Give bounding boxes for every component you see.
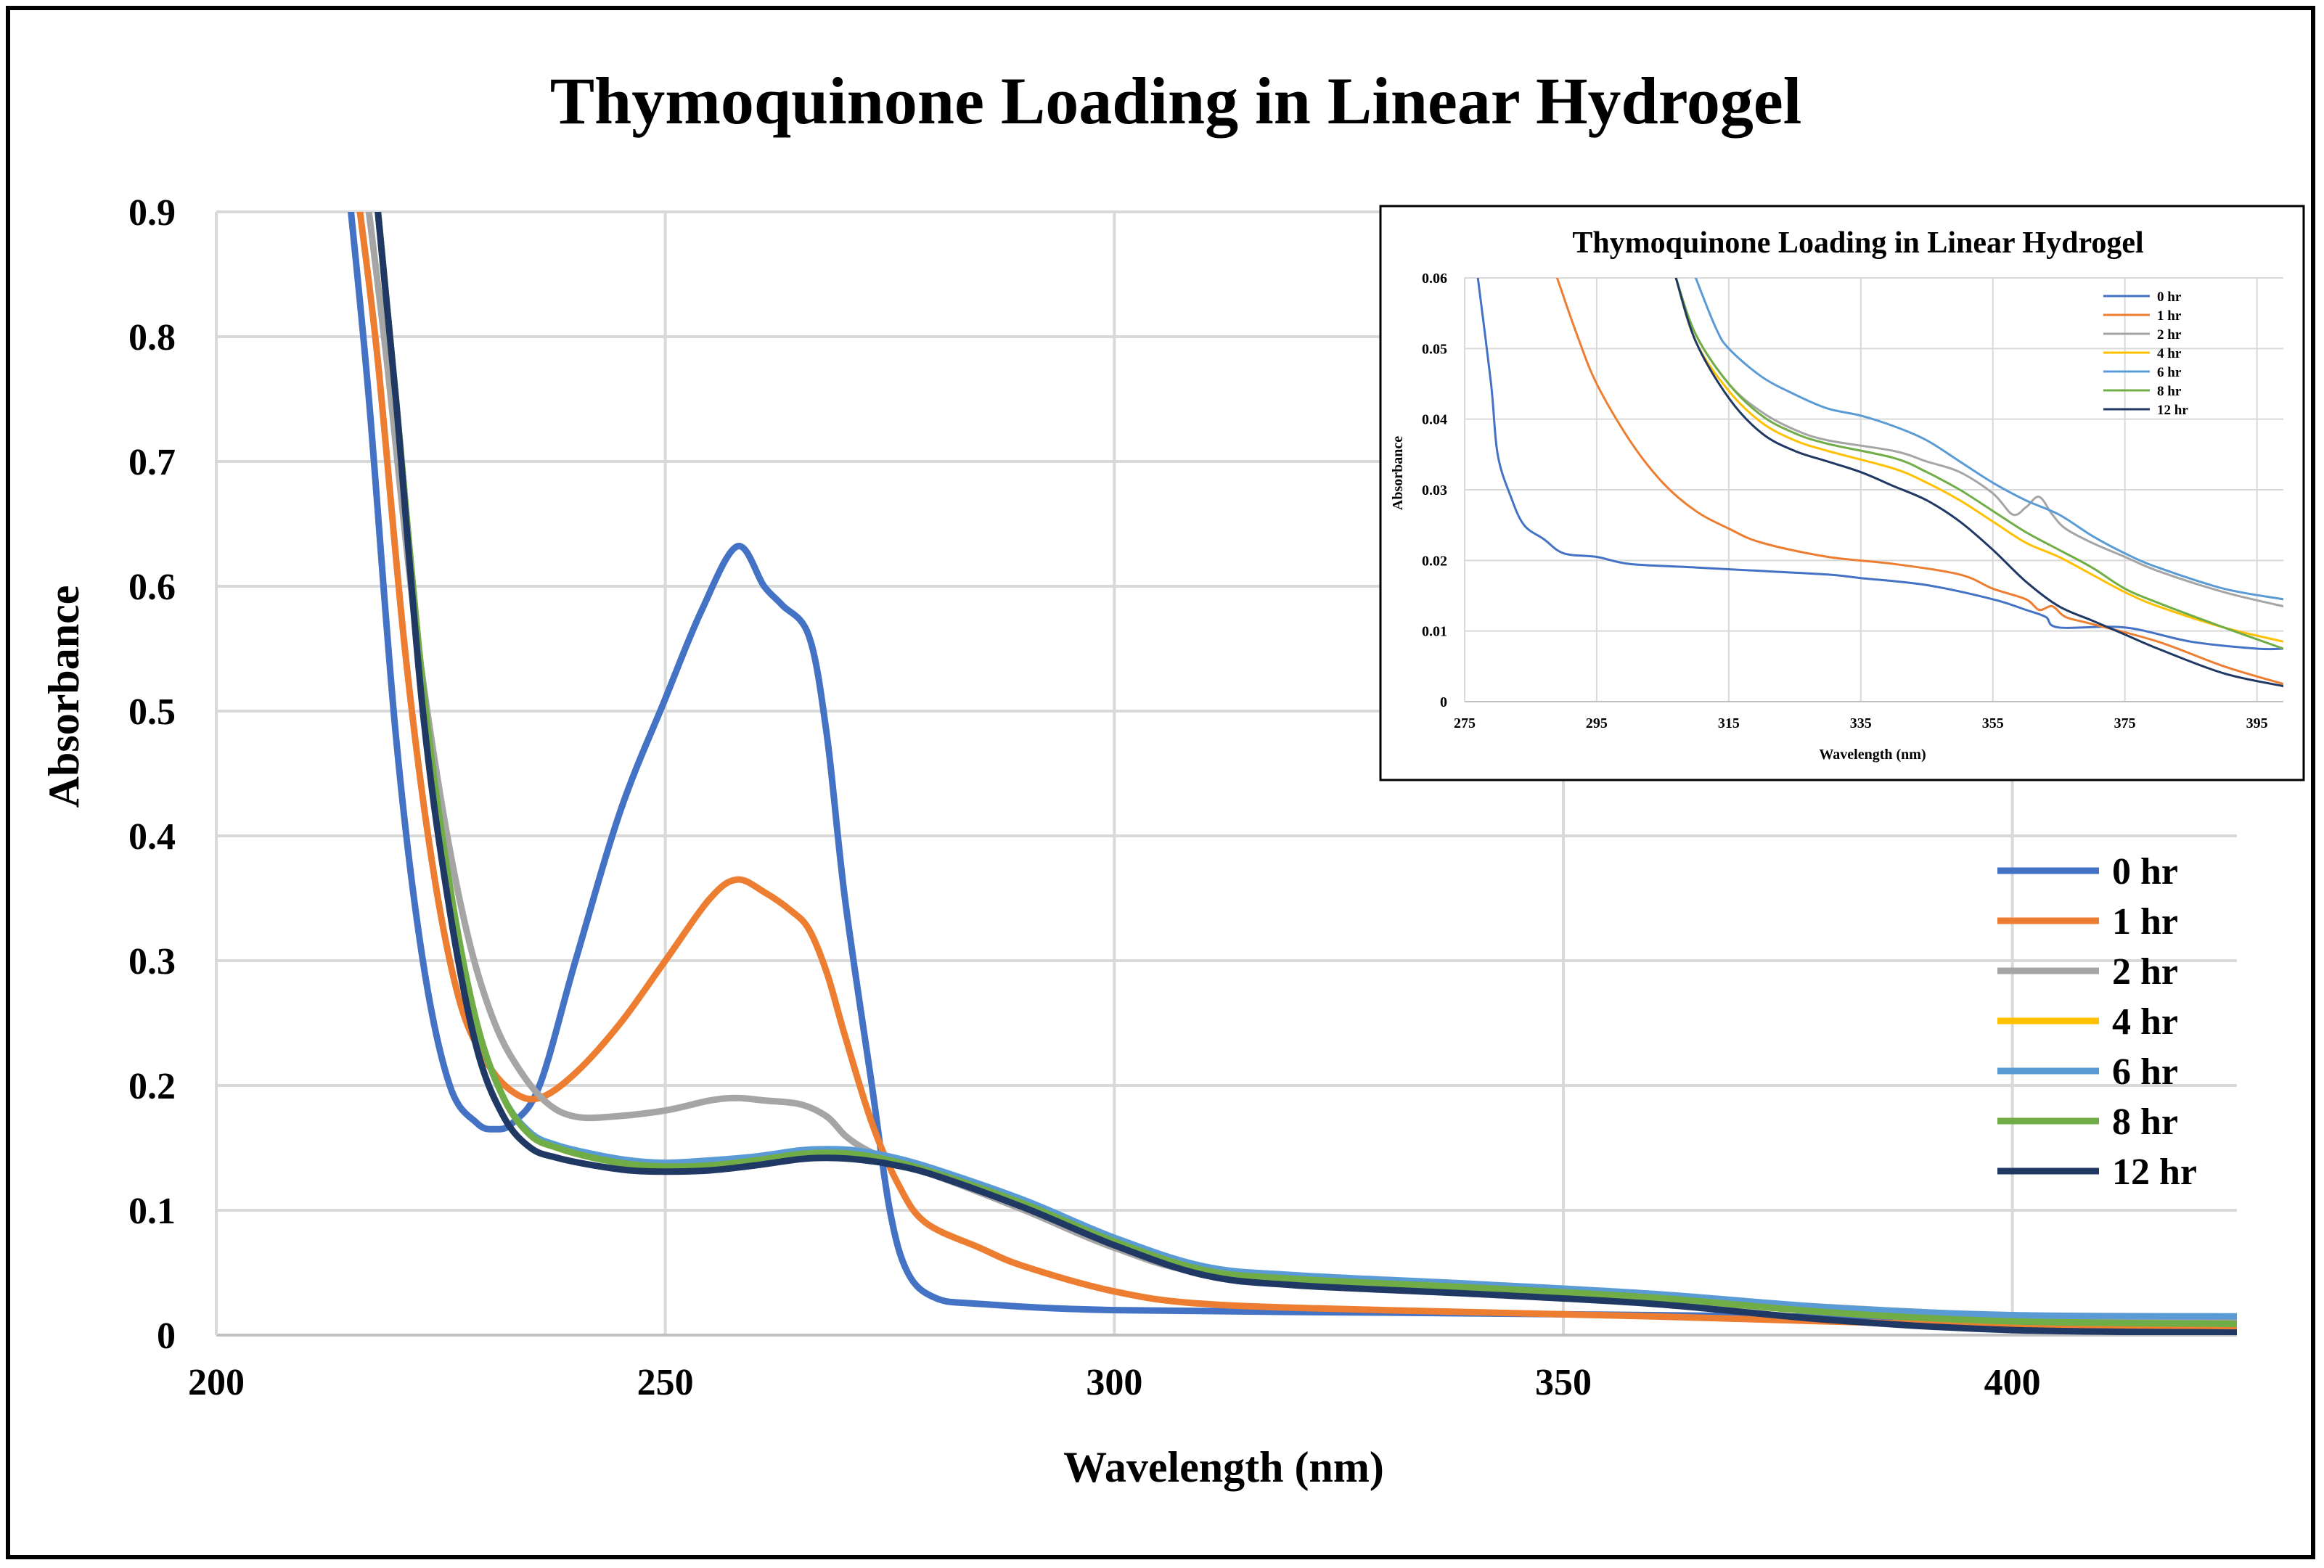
inset-x-tick-label: 295 (1586, 715, 1608, 731)
y-tick-label: 0.3 (128, 941, 176, 982)
inset-y-axis-title: Absorbance (1390, 436, 1406, 510)
legend-label: 1 hr (2112, 901, 2178, 943)
series-group (348, 212, 2237, 1335)
inset-series-line-1-hr (1555, 278, 2283, 686)
inset-legend-label: 12 hr (2157, 403, 2188, 418)
series-line-1-hr (356, 212, 2237, 1331)
inset-legend-label: 0 hr (2157, 290, 2182, 305)
inset-frame (1379, 205, 2305, 781)
inset-series-group (1476, 278, 2283, 688)
main-x-ticks: 200 250 300 350 400 (188, 1362, 2041, 1403)
main-plot-area (348, 212, 2237, 1335)
series-line-0-hr (348, 212, 2237, 1323)
inset-chart: Thymoquinone Loading in Linear Hydrogel … (1379, 205, 2305, 781)
inset-x-tick-label: 375 (2114, 715, 2136, 731)
inset-legend-label: 1 hr (2157, 308, 2182, 324)
y-tick-label: 0 (157, 1315, 176, 1357)
inset-legend-label: 2 hr (2157, 327, 2182, 342)
inset-y-tick-label: 0.01 (1422, 624, 1447, 640)
inset-series-line-0-hr (1476, 278, 2283, 651)
legend-label: 6 hr (2112, 1051, 2178, 1093)
inset-y-tick-label: 0.04 (1422, 412, 1447, 428)
x-axis-title: Wavelength (nm) (1063, 1443, 1384, 1491)
inset-plot-area (1476, 278, 2283, 688)
inset-x-tick-label: 355 (1982, 715, 2004, 731)
inset-y-tick-label: 0.06 (1422, 271, 1447, 287)
y-tick-label: 0.7 (128, 442, 176, 483)
inset-legend-label: 8 hr (2157, 384, 2182, 399)
inset-x-axis-title: Wavelength (nm) (1819, 747, 1926, 763)
legend-label: 2 hr (2112, 951, 2178, 993)
x-tick-label: 300 (1086, 1362, 1142, 1403)
inset-legend: 0 hr 1 hr 2 hr 4 hr 6 hr 8 hr 12 hr (2103, 290, 2188, 418)
y-tick-label: 0.1 (128, 1191, 176, 1232)
series-line-8-hr (375, 212, 2237, 1327)
y-tick-label: 0.5 (128, 691, 176, 733)
inset-x-tick-label: 275 (1454, 715, 1476, 731)
legend-label: 4 hr (2112, 1001, 2178, 1043)
inset-legend-label: 6 hr (2157, 365, 2182, 380)
y-tick-label: 0.4 (128, 816, 176, 858)
main-legend: 0 hr 1 hr 2 hr 4 hr 6 hr 8 hr 12 hr (1997, 851, 2197, 1193)
inset-legend-label: 4 hr (2157, 346, 2182, 361)
inset-x-tick-label: 335 (1850, 715, 1872, 731)
legend-label: 12 hr (2112, 1152, 2197, 1193)
series-line-12-hr (375, 212, 2237, 1335)
inset-series-line-2-hr (1674, 278, 2283, 608)
inset-x-tick-label: 395 (2246, 715, 2268, 731)
inset-y-tick-label: 0.02 (1422, 553, 1447, 569)
legend-label: 8 hr (2112, 1101, 2178, 1143)
inset-series-line-4-hr (1674, 278, 2283, 643)
y-tick-label: 0.6 (128, 567, 176, 608)
x-tick-label: 350 (1535, 1362, 1592, 1403)
main-y-ticks: 0 0.1 0.2 0.3 0.4 0.5 0.6 0.7 0.8 0.9 (128, 192, 176, 1357)
chart-title: Thymoquinone Loading in Linear Hydrogel (550, 64, 1802, 138)
inset-title: Thymoquinone Loading in Linear Hydrogel (1572, 226, 2143, 260)
inset-series-line-6-hr (1694, 278, 2283, 601)
x-tick-label: 250 (637, 1362, 694, 1403)
legend-label: 0 hr (2112, 851, 2178, 892)
inset-y-tick-label: 0.03 (1422, 483, 1447, 498)
inset-y-ticks: 0 0.01 0.02 0.03 0.04 0.05 0.06 (1422, 271, 1447, 710)
inset-series-line-8-hr (1674, 278, 2283, 650)
y-tick-label: 0.2 (128, 1066, 176, 1107)
inset-y-tick-label: 0 (1440, 694, 1447, 710)
x-tick-label: 400 (1984, 1362, 2041, 1403)
inset-x-ticks: 275 295 315 335 355 375 395 (1454, 715, 2268, 731)
y-axis-title: Absorbance (40, 586, 88, 808)
y-tick-label: 0.9 (128, 192, 176, 234)
y-tick-label: 0.8 (128, 317, 176, 358)
x-tick-label: 200 (188, 1362, 245, 1403)
inset-x-tick-label: 315 (1718, 715, 1740, 731)
inset-y-tick-label: 0.05 (1422, 341, 1447, 357)
inset-series-line-12-hr (1674, 278, 2283, 688)
